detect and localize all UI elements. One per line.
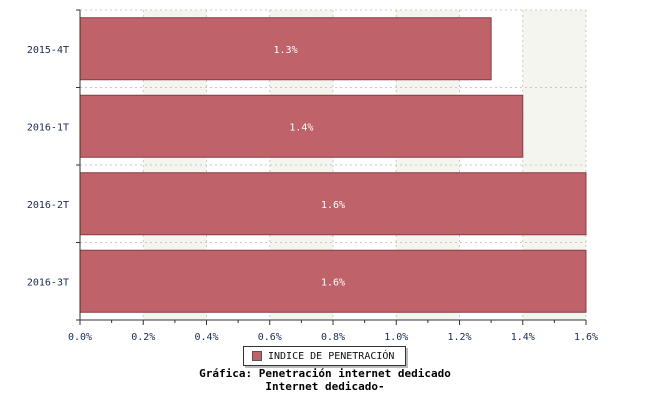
y-tick-labels: 2015-4T 2016-1T 2016-2T 2016-3T xyxy=(27,45,69,289)
bar-2015-4T xyxy=(79,17,492,81)
x-tick-label: 0.0% xyxy=(68,332,92,343)
x-tick-labels: 0.0% 0.2% 0.4% 0.6% 0.8% 1.0% 1.2% 1.4% 1.6% xyxy=(68,332,598,343)
bar-value-label: 1.3% xyxy=(274,45,298,56)
legend-swatch xyxy=(252,351,262,361)
legend: INDICE DE PENETRACIÓN xyxy=(243,346,406,366)
bars xyxy=(79,17,587,313)
legend-label: INDICE DE PENETRACIÓN xyxy=(268,350,395,362)
bar-value-label: 1.6% xyxy=(321,277,345,288)
chart-caption-title: Gráfica: Penetración internet dedicado xyxy=(199,367,451,380)
bar-2016-1T xyxy=(79,94,524,158)
y-tick-label: 2016-2T xyxy=(27,200,69,211)
x-tick-label: 1.4% xyxy=(511,332,535,343)
bar-value-labels: 1.3% 1.4% 1.6% 1.6% xyxy=(274,45,346,289)
bar-value-label: 1.6% xyxy=(321,200,345,211)
x-tick-label: 1.0% xyxy=(384,332,408,343)
x-tick-label: 1.6% xyxy=(574,332,598,343)
chart-caption-subtitle: Internet dedicado- xyxy=(265,380,385,393)
y-tick-label: 2015-4T xyxy=(27,45,69,56)
x-tick-label: 0.4% xyxy=(194,332,218,343)
y-tick-label: 2016-3T xyxy=(27,277,69,288)
x-tick-label: 0.2% xyxy=(131,332,155,343)
bar-value-label: 1.4% xyxy=(289,122,313,133)
x-tick-label: 0.6% xyxy=(258,332,282,343)
x-tick-label: 1.2% xyxy=(447,332,471,343)
y-tick-label: 2016-1T xyxy=(27,122,69,133)
bar-chart: 1.3%1.4%1.6%1.6% 2015-4T2016-1T2016-2T20… xyxy=(27,9,598,343)
axes xyxy=(76,9,587,325)
x-tick-label: 0.8% xyxy=(321,332,345,343)
bar-2016-2T xyxy=(79,172,587,236)
